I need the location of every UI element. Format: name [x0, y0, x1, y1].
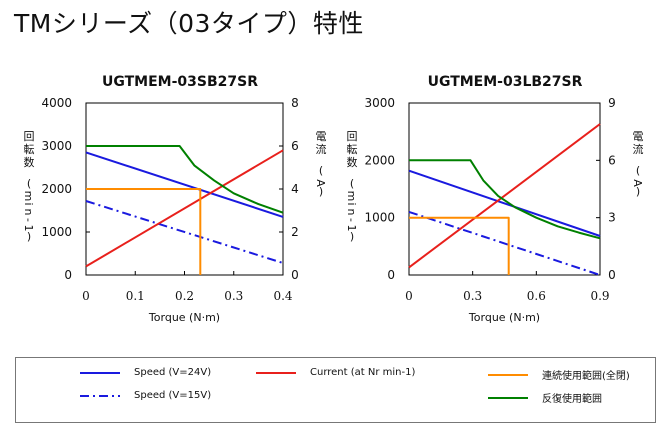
- vertical-char: 1: [345, 225, 358, 232]
- chart-title: UGTMEM-03SB27SR: [102, 74, 258, 90]
- y-axis-label: 回転数 (mi n - 1): [22, 130, 35, 243]
- y-tick-label: 0: [387, 268, 395, 282]
- y-tick-label: 4000: [41, 96, 72, 110]
- series-continuous-line: [409, 216, 510, 275]
- y2-tick-label: 3: [608, 211, 616, 225]
- vertical-char: n: [345, 209, 358, 216]
- vertical-char: 電: [633, 130, 644, 143]
- solid-blue-line-swatch: [80, 371, 120, 374]
- y2-tick-label: 4: [291, 182, 299, 196]
- x-tick-label: 0: [82, 289, 90, 303]
- vertical-char: n: [22, 209, 35, 216]
- vertical-char: ): [27, 230, 31, 243]
- vertical-char: 回: [347, 130, 358, 143]
- x-tick-label: 0.6: [527, 289, 546, 303]
- legend-label-intermittent: 反復使用範囲: [542, 394, 602, 405]
- vertical-char: ): [350, 230, 354, 243]
- chart-lb: UGTMEM-03LB27SR 0 0.3 0.6 0.9 0 1000 2000 3000 0 3…: [345, 74, 644, 324]
- y2-axis-label: 電流 ( A): [314, 130, 327, 198]
- y2-tick-label: 0: [291, 268, 299, 282]
- vertical-char: ): [636, 185, 640, 198]
- x-axis-label: Torque (N·m): [468, 311, 540, 324]
- series-current-line: [408, 123, 601, 269]
- x-tick-label: 0.4: [273, 289, 292, 303]
- x-tick-label: 0: [405, 289, 413, 303]
- x-axis-label: Torque (N·m): [148, 311, 220, 324]
- vertical-char: (: [350, 177, 354, 190]
- vertical-char: (: [27, 177, 31, 190]
- vertical-char: i: [22, 202, 35, 205]
- y-tick-label: 2000: [41, 182, 72, 196]
- vertical-char: 転: [347, 143, 358, 156]
- series-continuous-line: [86, 188, 202, 275]
- chart-title: UGTMEM-03LB27SR: [428, 74, 583, 90]
- legend-item-intermittent: 反復使用範囲: [488, 390, 602, 405]
- vertical-char: i: [345, 202, 358, 205]
- legend: Speed (V=24V) Speed (V=15V) Current (at …: [15, 357, 656, 423]
- vertical-char: 回: [24, 130, 35, 143]
- y-tick-label: 2000: [364, 153, 395, 167]
- vertical-char: 1: [22, 225, 35, 232]
- vertical-char: A: [314, 179, 327, 187]
- vertical-char: 電: [316, 130, 327, 143]
- vertical-char: (: [319, 164, 323, 177]
- legend-label-continuous: 連続使用範囲(全閉): [542, 371, 630, 382]
- vertical-char: 転: [24, 143, 35, 156]
- legend-item-current: Current (at Nr min-1): [256, 367, 415, 378]
- y2-tick-label: 8: [291, 96, 299, 110]
- vertical-char: -: [345, 218, 358, 222]
- y2-tick-label: 9: [608, 96, 616, 110]
- x-tick-label: 0.3: [463, 289, 482, 303]
- legend-item-continuous: 連続使用範囲(全閉): [488, 367, 630, 382]
- series-speed-line: [85, 151, 284, 218]
- vertical-char: 数: [347, 156, 358, 169]
- series-intermittent-line: [409, 159, 601, 240]
- legend-item-speed-24v: Speed (V=24V): [80, 367, 211, 378]
- y-tick-label: 3000: [364, 96, 395, 110]
- series-speed-15v-line: [85, 200, 284, 264]
- y-tick-label: 3000: [41, 139, 72, 153]
- page-title: TMシリーズ（03タイプ）特性: [14, 9, 364, 38]
- y2-tick-label: 0: [608, 268, 616, 282]
- legend-label-speed-15v: Speed (V=15V): [134, 390, 212, 401]
- legend-item-speed-15v: Speed (V=15V): [80, 390, 211, 401]
- plot-frame: [408, 102, 601, 276]
- vertical-char: m: [22, 191, 35, 202]
- legend-label-current: Current (at Nr min-1): [310, 367, 416, 378]
- y-tick-label: 1000: [41, 225, 72, 239]
- solid-orange-line-swatch: [488, 373, 528, 376]
- y2-tick-label: 2: [291, 225, 299, 239]
- series-speed-15v-line: [408, 210, 601, 276]
- solid-red-line-swatch: [256, 371, 296, 374]
- vertical-char: ): [319, 185, 323, 198]
- vertical-char: 流: [316, 142, 327, 156]
- solid-green-line-swatch: [488, 396, 528, 399]
- y-tick-label: 0: [64, 268, 72, 282]
- chart-sb: UGTMEM-03SB27SR 0 0.1 0.2 0.3 0.4 0 1000 2000 300…: [22, 74, 327, 324]
- vertical-char: m: [345, 191, 358, 202]
- y-axis-label: 回転数 (mi n - 1): [345, 130, 358, 243]
- x-tick-label: 0.3: [224, 289, 243, 303]
- y-tick-label: 1000: [364, 211, 395, 225]
- series-speed-line: [408, 169, 601, 237]
- y2-tick-label: 6: [608, 153, 616, 167]
- legend-label-speed-24v: Speed (V=24V): [134, 367, 212, 378]
- y2-tick-label: 6: [291, 139, 299, 153]
- series-current-line: [85, 149, 284, 268]
- vertical-char: 流: [633, 142, 644, 156]
- y2-axis-label: 電流 ( A): [631, 130, 644, 198]
- dashdot-blue-line-swatch: [80, 394, 120, 397]
- vertical-char: -: [22, 218, 35, 222]
- x-tick-label: 0.2: [175, 289, 194, 303]
- vertical-char: (: [636, 164, 640, 177]
- series-intermittent-line: [86, 145, 284, 214]
- x-tick-label: 0.9: [590, 289, 609, 303]
- vertical-char: 数: [24, 156, 35, 169]
- vertical-char: A: [631, 179, 644, 187]
- x-tick-label: 0.1: [126, 289, 145, 303]
